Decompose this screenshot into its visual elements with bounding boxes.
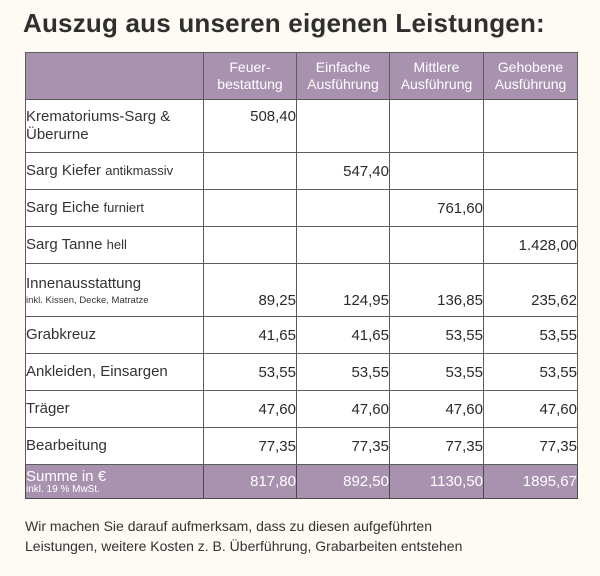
table-cell: 53,55 <box>483 353 578 391</box>
sum-cell: 817,80 <box>203 464 297 499</box>
row-label: Bearbeitung <box>25 427 204 465</box>
table-cell: 124,95 <box>296 263 390 317</box>
sum-cell: 892,50 <box>296 464 390 499</box>
table-cell <box>389 99 484 153</box>
table-row: Innenausstattung inkl. Kissen, Decke, Mat… <box>25 263 578 317</box>
table-row: Bearbeitung 77,35 77,35 77,35 77,35 <box>25 427 578 465</box>
column-header-einfache: Einfache Ausführung <box>296 52 390 100</box>
table-cell: 89,25 <box>203 263 297 317</box>
table-cell: 53,55 <box>483 316 578 354</box>
row-label: Sarg Eiche furniert <box>25 189 204 227</box>
row-label: Krematoriums-Sarg & Überurne <box>25 99 204 153</box>
table-cell: 136,85 <box>389 263 484 317</box>
table-cell: 41,65 <box>296 316 390 354</box>
footer-line: Wir machen Sie darauf aufmerksam, dass z… <box>25 518 432 534</box>
table-cell: 47,60 <box>483 390 578 428</box>
table-cell: 53,55 <box>389 316 484 354</box>
column-header-feuerbestattung: Feuer-bestattung <box>203 52 297 100</box>
table-cell: 53,55 <box>203 353 297 391</box>
table-header-row: Feuer-bestattung Einfache Ausführung Mitt… <box>25 52 578 100</box>
table-cell: 547,40 <box>296 152 390 190</box>
table-cell <box>389 226 484 264</box>
column-header-mittlere: Mittlere Ausführung <box>389 52 484 100</box>
table-row: Krematoriums-Sarg & Überurne 508,40 <box>25 99 578 153</box>
table-cell: 53,55 <box>296 353 390 391</box>
table-cell: 508,40 <box>203 99 297 153</box>
header-corner <box>25 52 204 100</box>
table-cell: 53,55 <box>389 353 484 391</box>
sum-label: Summe in € inkl. 19 % MwSt. <box>25 464 204 499</box>
table-cell: 1.428,00 <box>483 226 578 264</box>
page-title: Auszug aus unseren eigenen Leistungen: <box>23 8 545 38</box>
table-cell <box>483 189 578 227</box>
table-cell <box>296 189 390 227</box>
footer-line: Leistungen, weitere Kosten z. B. Überfüh… <box>25 538 463 554</box>
column-header-gehobene: Gehobene Ausführung <box>483 52 578 100</box>
table-cell <box>389 152 484 190</box>
sum-cell: 1895,67 <box>483 464 578 499</box>
table-cell <box>203 226 297 264</box>
table-row: Ankleiden, Einsargen 53,55 53,55 53,55 5… <box>25 353 578 391</box>
table-cell: 47,60 <box>203 390 297 428</box>
row-label: Sarg Tanne hell <box>25 226 204 264</box>
table-cell <box>203 152 297 190</box>
table-cell: 47,60 <box>389 390 484 428</box>
row-label: Grabkreuz <box>25 316 204 354</box>
table-row: Sarg Eiche furniert 761,60 <box>25 189 578 227</box>
row-label: Träger <box>25 390 204 428</box>
table-cell: 77,35 <box>483 427 578 465</box>
table-cell: 235,62 <box>483 263 578 317</box>
table-cell: 77,35 <box>389 427 484 465</box>
row-label: Innenausstattung inkl. Kissen, Decke, Mat… <box>25 263 204 317</box>
table-row: Träger 47,60 47,60 47,60 47,60 <box>25 390 578 428</box>
row-label: Ankleiden, Einsargen <box>25 353 204 391</box>
footer-note: Wir machen Sie darauf aufmerksam, dass z… <box>25 516 585 556</box>
price-table: Feuer-bestattung Einfache Ausführung Mitt… <box>25 52 578 499</box>
sum-row: Summe in € inkl. 19 % MwSt. 817,80 892,50… <box>25 464 578 499</box>
table-row: Sarg Tanne hell 1.428,00 <box>25 226 578 264</box>
table-cell: 761,60 <box>389 189 484 227</box>
table-cell: 77,35 <box>203 427 297 465</box>
table-row: Sarg Kiefer antikmassiv 547,40 <box>25 152 578 190</box>
table-cell <box>296 226 390 264</box>
table-row: Grabkreuz 41,65 41,65 53,55 53,55 <box>25 316 578 354</box>
row-label: Sarg Kiefer antikmassiv <box>25 152 204 190</box>
table-cell: 41,65 <box>203 316 297 354</box>
table-cell: 77,35 <box>296 427 390 465</box>
table-cell <box>483 152 578 190</box>
table-cell <box>483 99 578 153</box>
table-cell <box>203 189 297 227</box>
table-cell: 47,60 <box>296 390 390 428</box>
sum-cell: 1130,50 <box>389 464 484 499</box>
table-cell <box>296 99 390 153</box>
